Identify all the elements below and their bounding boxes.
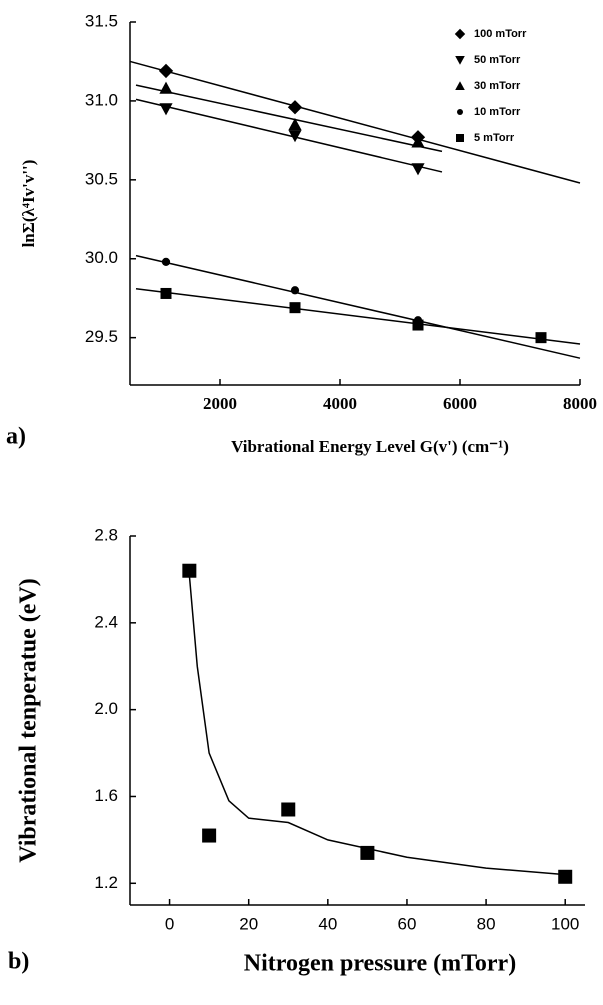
panel-label: a) [6, 424, 26, 450]
y-tick-label: 30.0 [85, 248, 118, 267]
y-tick-label: 30.5 [85, 169, 118, 188]
x-tick-label: 80 [477, 914, 496, 933]
marker [159, 103, 173, 116]
x-tick-label: 8000 [563, 394, 597, 413]
y-axis-label: Vibrational tenperatue (eV) [16, 578, 42, 862]
x-tick-label: 6000 [443, 394, 477, 413]
y-tick-label: 1.6 [94, 786, 118, 805]
marker [535, 332, 547, 344]
fit-line [135, 287, 581, 345]
marker [455, 81, 465, 90]
y-tick-label: 31.5 [85, 11, 118, 30]
x-tick-label: 100 [551, 914, 579, 933]
x-axis-label: Nitrogen pressure (mTorr) [244, 951, 516, 977]
marker [287, 100, 303, 115]
y-tick-label: 2.4 [94, 612, 118, 631]
marker [161, 257, 171, 267]
x-tick-label: 4000 [323, 394, 357, 413]
marker [160, 287, 172, 299]
marker [202, 828, 217, 843]
fit-line [135, 254, 581, 359]
marker [281, 802, 296, 817]
marker [558, 869, 573, 884]
legend-label: 5 mTorr [474, 132, 515, 144]
marker [457, 109, 463, 115]
y-tick-label: 2.0 [94, 699, 118, 718]
marker [456, 134, 464, 142]
marker [289, 302, 301, 314]
y-tick-label: 2.8 [94, 525, 118, 544]
legend-label: 50 mTorr [474, 54, 521, 66]
marker [158, 63, 174, 79]
marker [182, 563, 197, 578]
y-tick-label: 29.5 [85, 327, 118, 346]
x-axis-label: Vibrational Energy Level G(v') (cm⁻¹) [231, 437, 509, 456]
marker [455, 56, 465, 65]
x-tick-label: 20 [239, 914, 258, 933]
marker [288, 130, 302, 143]
x-tick-label: 60 [397, 914, 416, 933]
x-tick-label: 2000 [203, 394, 237, 413]
marker [360, 845, 375, 860]
fit-line [188, 575, 566, 876]
legend-label: 30 mTorr [474, 80, 521, 92]
panel-label: b) [8, 949, 29, 975]
fit-line [135, 84, 443, 153]
legend-label: 100 mTorr [474, 28, 527, 40]
marker [290, 286, 300, 295]
legend-label: 10 mTorr [474, 106, 521, 118]
x-tick-label: 0 [165, 914, 174, 933]
y-tick-label: 31.0 [85, 90, 118, 109]
marker [412, 319, 424, 331]
marker [411, 135, 425, 148]
marker [411, 163, 425, 176]
y-tick-label: 1.2 [94, 873, 118, 892]
marker [454, 28, 466, 40]
fit-line [129, 60, 581, 184]
y-axis-label: lnΣ(λ⁴Iv'v'') [19, 160, 38, 248]
x-tick-label: 40 [318, 914, 337, 933]
marker [159, 81, 173, 94]
fit-line [135, 98, 443, 173]
marker [288, 117, 302, 131]
